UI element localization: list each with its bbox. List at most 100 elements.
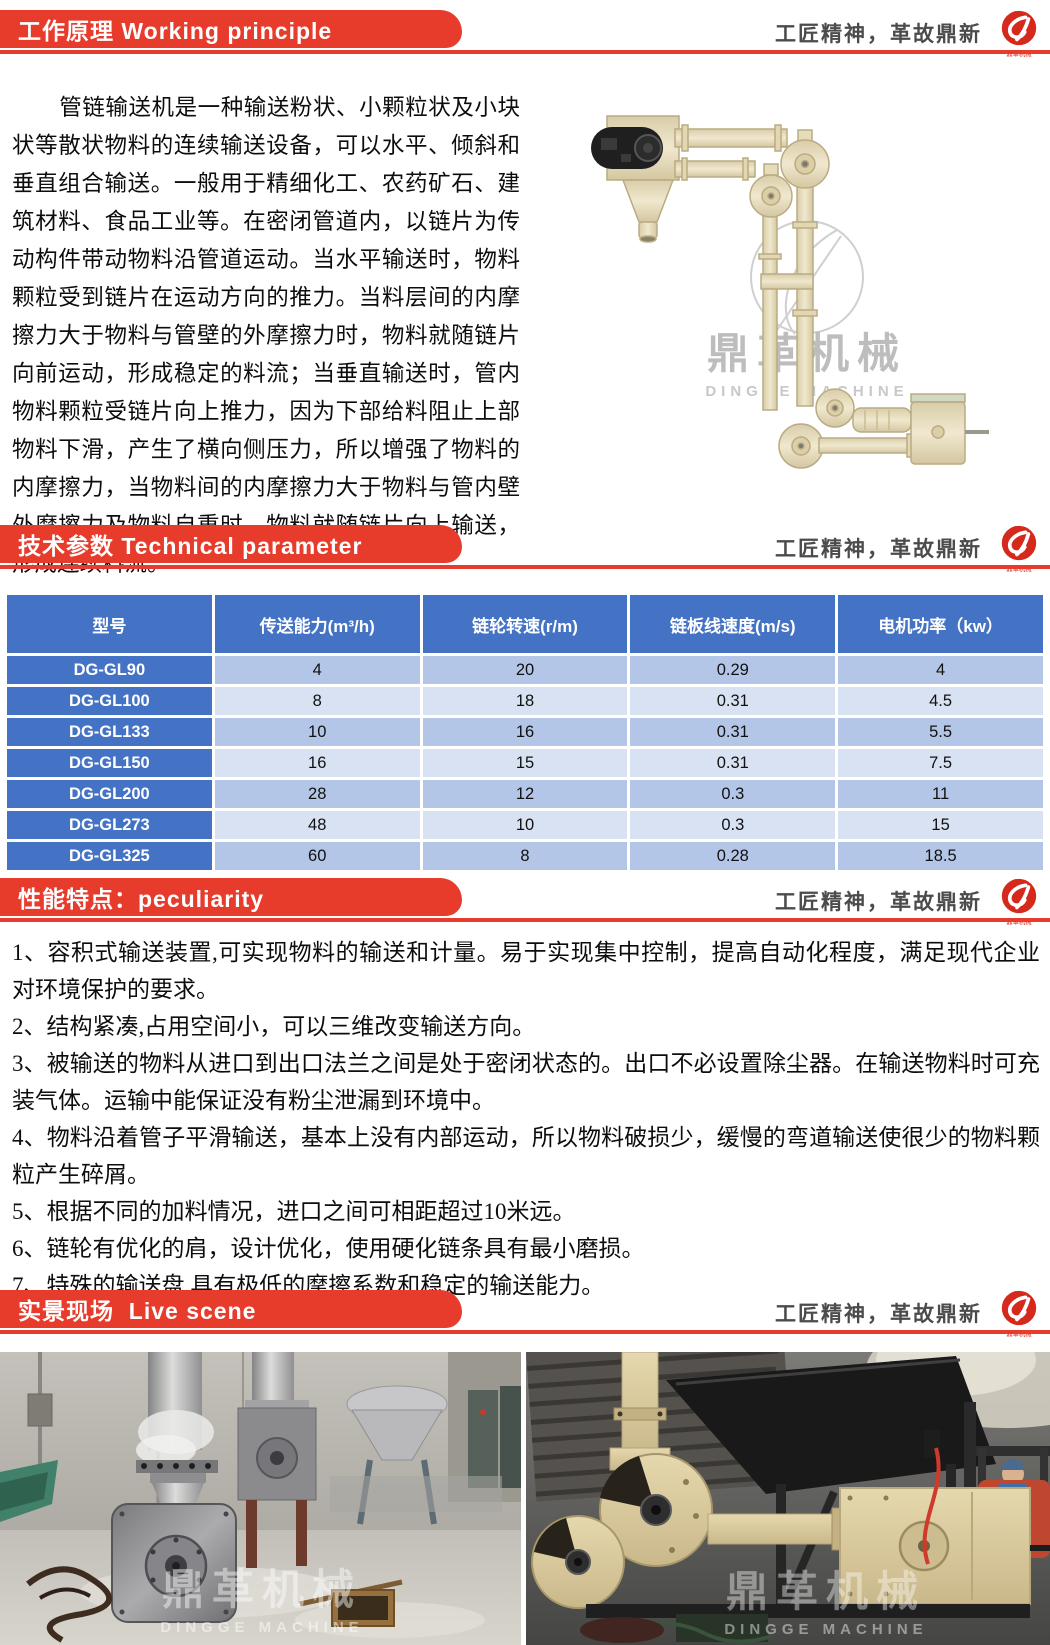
live-photo-left: 鼎革机械 DINGGE MACHINE bbox=[0, 1352, 521, 1645]
cell: 10 bbox=[214, 718, 420, 746]
cell: 15 bbox=[422, 749, 628, 777]
cell: 8 bbox=[422, 842, 628, 870]
brand-logo-caption: 鼎革机械 bbox=[1006, 566, 1032, 573]
table-row: DG-GL133 10 16 0.31 5.5 bbox=[7, 718, 1043, 746]
cell: 18.5 bbox=[838, 842, 1043, 870]
cell: 4 bbox=[214, 656, 420, 684]
brand-logo-icon bbox=[1001, 525, 1037, 561]
cell: 4 bbox=[838, 656, 1043, 684]
cell: 20 bbox=[422, 656, 628, 684]
brand-logo-caption: 鼎革机械 bbox=[1006, 919, 1032, 926]
watermark-text-en: DINGGE MACHINE bbox=[724, 1621, 927, 1638]
brand-logo: 鼎革机械 bbox=[996, 525, 1042, 574]
brand-logo-icon bbox=[1001, 1290, 1037, 1326]
cell: 0.3 bbox=[630, 811, 836, 839]
cell: 48 bbox=[214, 811, 420, 839]
feature-item: 6、链轮有优化的肩，设计优化，使用硬化链条具有最小磨损。 bbox=[12, 1236, 645, 1261]
cell: 0.29 bbox=[630, 656, 836, 684]
section-header-working-principle: 工作原理 Working principle 工匠精神，革故鼎新 鼎革机械 bbox=[0, 10, 1050, 59]
table-row: DG-GL150 16 15 0.31 7.5 bbox=[7, 749, 1043, 777]
watermark-text-en: DINGGE MACHINE bbox=[160, 1619, 363, 1636]
header-right: 工匠精神，革故鼎新 鼎革机械 bbox=[775, 1290, 1042, 1339]
cell: 8 bbox=[214, 687, 420, 715]
section-divider bbox=[0, 1330, 1050, 1334]
product-image-conveyor: 鼎革机械 DINGGE MACHINE bbox=[591, 115, 989, 469]
cell: 15 bbox=[838, 811, 1043, 839]
section-divider bbox=[0, 565, 1050, 569]
section-title: 性能特点：peculiarity bbox=[18, 886, 265, 912]
brand-slogan: 工匠精神，革故鼎新 bbox=[775, 538, 982, 561]
watermark-text-cn: 鼎革机械 bbox=[726, 1568, 926, 1615]
cell: 0.28 bbox=[630, 842, 836, 870]
brand-logo-caption: 鼎革机械 bbox=[1006, 51, 1032, 58]
section-banner: 实景现场 Live scene bbox=[0, 1290, 462, 1328]
cell: 16 bbox=[214, 749, 420, 777]
brand-logo-caption: 鼎革机械 bbox=[1006, 1331, 1032, 1338]
col-header-chain-speed: 链板线速度(m/s) bbox=[630, 595, 836, 653]
brand-logo-icon bbox=[1001, 10, 1037, 46]
watermark-text-cn: 鼎革机械 bbox=[162, 1566, 362, 1613]
table-row: DG-GL325 60 8 0.28 18.5 bbox=[7, 842, 1043, 870]
section-header-technical-parameter: 技术参数 Technical parameter 工匠精神，革故鼎新 鼎革机械 bbox=[0, 525, 1050, 574]
cell: 0.3 bbox=[630, 780, 836, 808]
brand-slogan: 工匠精神，革故鼎新 bbox=[775, 1303, 982, 1326]
cell: 28 bbox=[214, 780, 420, 808]
section-title: 工作原理 Working principle bbox=[18, 18, 333, 44]
cell-model: DG-GL150 bbox=[7, 749, 212, 777]
live-scene-photos: 鼎革机械 DINGGE MACHINE bbox=[0, 1352, 1050, 1645]
feature-item: 3、被输送的物料从进口到出口法兰之间是处于密闭状态的。出口不必设置除尘器。在输送… bbox=[12, 1051, 1040, 1113]
cell: 5.5 bbox=[838, 718, 1043, 746]
cell: 0.31 bbox=[630, 749, 836, 777]
section-banner: 工作原理 Working principle bbox=[0, 10, 462, 48]
brand-logo-icon bbox=[1001, 878, 1037, 914]
cell: 7.5 bbox=[838, 749, 1043, 777]
cell-model: DG-GL100 bbox=[7, 687, 212, 715]
feature-item: 5、根据不同的加料情况，进口之间可相距超过10米远。 bbox=[12, 1199, 576, 1224]
motor-graphic bbox=[591, 127, 663, 169]
header-right: 工匠精神，革故鼎新 鼎革机械 bbox=[775, 878, 1042, 927]
cell: 16 bbox=[422, 718, 628, 746]
brand-logo: 鼎革机械 bbox=[996, 878, 1042, 927]
cell: 60 bbox=[214, 842, 420, 870]
spec-table: 型号 传送能力(m³/h) 链轮转速(r/m) 链板线速度(m/s) 电机功率（… bbox=[4, 592, 1046, 873]
section-banner: 技术参数 Technical parameter bbox=[0, 525, 462, 563]
section-title: 实景现场 Live scene bbox=[18, 1298, 257, 1324]
section-title: 技术参数 Technical parameter bbox=[18, 533, 363, 559]
spec-table-header-row: 型号 传送能力(m³/h) 链轮转速(r/m) 链板线速度(m/s) 电机功率（… bbox=[7, 595, 1043, 653]
cell-model: DG-GL325 bbox=[7, 842, 212, 870]
cell: 11 bbox=[838, 780, 1043, 808]
cell: 4.5 bbox=[838, 687, 1043, 715]
brand-logo: 鼎革机械 bbox=[996, 1290, 1042, 1339]
table-row: DG-GL90 4 20 0.29 4 bbox=[7, 656, 1043, 684]
section-header-live-scene: 实景现场 Live scene 工匠精神，革故鼎新 鼎革机械 bbox=[0, 1290, 1050, 1339]
cell: 10 bbox=[422, 811, 628, 839]
feature-item: 2、结构紧凑,占用空间小，可以三维改变输送方向。 bbox=[12, 1014, 536, 1039]
live-photo-right: 鼎革机械 DINGGE MACHINE bbox=[526, 1352, 1050, 1645]
section-divider bbox=[0, 918, 1050, 922]
feature-item: 1、容积式输送装置,可实现物料的输送和计量。易于实现集中控制，提高自动化程度，满… bbox=[12, 940, 1040, 1002]
header-right: 工匠精神，革故鼎新 鼎革机械 bbox=[775, 10, 1042, 59]
brand-logo: 鼎革机械 bbox=[996, 10, 1042, 59]
feature-list: 1、容积式输送装置,可实现物料的输送和计量。易于实现集中控制，提高自动化程度，满… bbox=[12, 934, 1040, 1304]
table-row: DG-GL100 8 18 0.31 4.5 bbox=[7, 687, 1043, 715]
cell: 12 bbox=[422, 780, 628, 808]
cell: 18 bbox=[422, 687, 628, 715]
cell-model: DG-GL273 bbox=[7, 811, 212, 839]
cell-model: DG-GL200 bbox=[7, 780, 212, 808]
working-principle-paragraph: 管链输送机是一种输送粉状、小颗粒状及小块状等散状物料的连续输送设备，可以水平、倾… bbox=[12, 94, 520, 576]
conveyor-drawing bbox=[606, 115, 989, 469]
cell: 0.31 bbox=[630, 718, 836, 746]
section-header-peculiarity: 性能特点：peculiarity 工匠精神，革故鼎新 鼎革机械 bbox=[0, 878, 1050, 927]
cell-model: DG-GL90 bbox=[7, 656, 212, 684]
col-header-motor-power: 电机功率（kw） bbox=[838, 595, 1043, 653]
col-header-model: 型号 bbox=[7, 595, 212, 653]
col-header-capacity: 传送能力(m³/h) bbox=[214, 595, 420, 653]
feature-item: 4、物料沿着管子平滑输送，基本上没有内部运动，所以物料破损少，缓慢的弯道输送使很… bbox=[12, 1125, 1040, 1187]
brand-slogan: 工匠精神，革故鼎新 bbox=[775, 891, 982, 914]
section-divider bbox=[0, 50, 1050, 54]
col-header-sprocket-speed: 链轮转速(r/m) bbox=[422, 595, 628, 653]
header-right: 工匠精神，革故鼎新 鼎革机械 bbox=[775, 525, 1042, 574]
cell: 0.31 bbox=[630, 687, 836, 715]
table-row: DG-GL200 28 12 0.3 11 bbox=[7, 780, 1043, 808]
